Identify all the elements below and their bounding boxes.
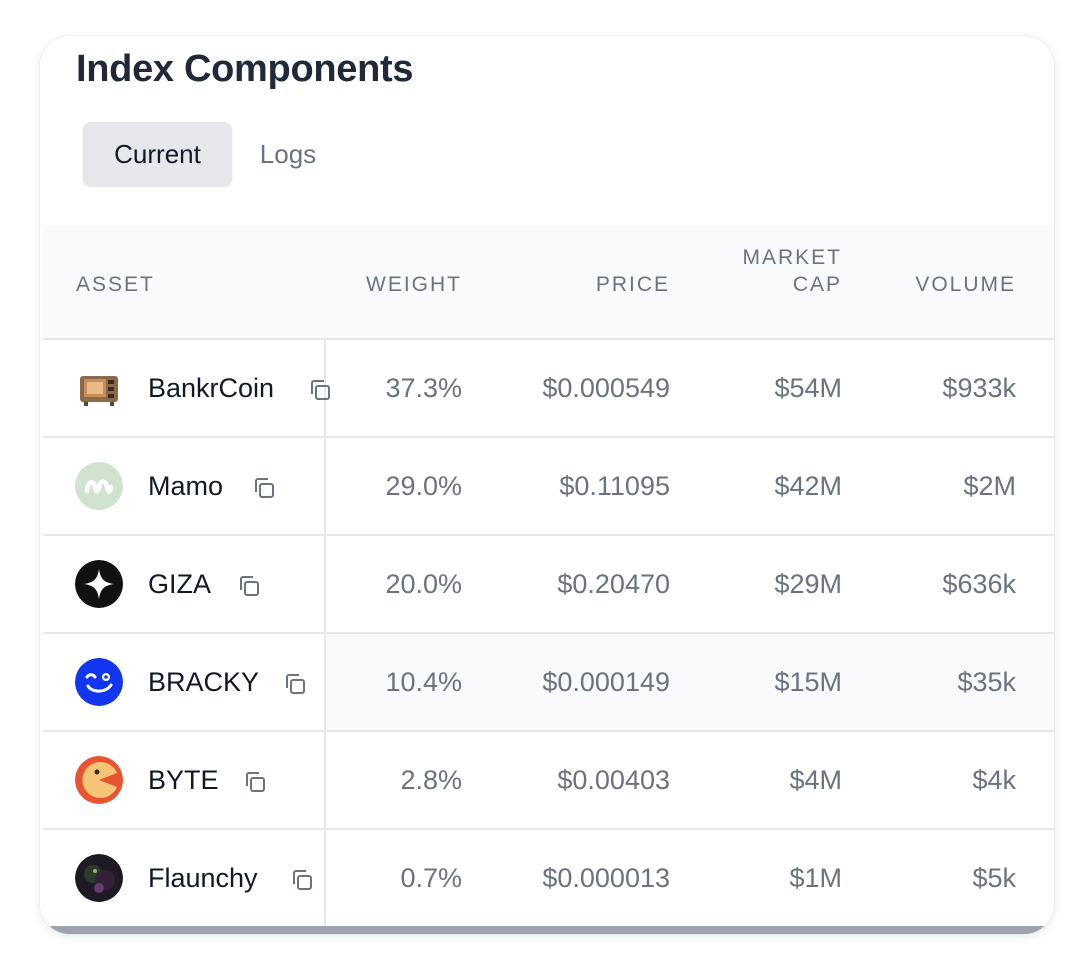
flaunchy-icon <box>75 854 123 902</box>
price-value: $0.11095 <box>559 471 670 501</box>
column-header-market-cap[interactable]: MARKET CAP <box>742 244 842 298</box>
market-cap-value: $4M <box>789 765 842 795</box>
asset-cell: Flaunchy <box>43 830 326 926</box>
tab-current[interactable]: Current <box>83 122 232 186</box>
table-row[interactable]: BRACKY 10.4% $0.000149 $15M $35k <box>43 634 1054 732</box>
column-header-asset[interactable]: ASSET <box>76 273 155 296</box>
column-header-market-cap-line2: CAP <box>792 273 842 296</box>
weight-value: 2.8% <box>400 765 462 795</box>
table-header: ASSET WEIGHT PRICE MARKET CAP VOLUME <box>43 226 1054 340</box>
weight-value: 20.0% <box>385 569 462 599</box>
price-value: $0.000549 <box>542 373 670 403</box>
price-value: $0.00403 <box>557 765 670 795</box>
asset-cell: BRACKY <box>43 634 326 730</box>
tab-bar: Current Logs <box>83 122 344 186</box>
table-row[interactable]: BYTE 2.8% $0.00403 $4M $4k <box>43 732 1054 830</box>
volume-value: $2M <box>963 471 1016 501</box>
table-row[interactable]: BankrCoin 37.3% $0.000549 $54M $933k <box>43 340 1054 438</box>
table-row[interactable]: GIZA 20.0% $0.20470 $29M $636k <box>43 536 1054 634</box>
asset-cell: BYTE <box>43 732 326 828</box>
byte-icon <box>75 756 123 804</box>
asset-name: Flaunchy <box>148 863 258 893</box>
weight-value: 0.7% <box>400 863 462 893</box>
weight-value: 29.0% <box>385 471 462 501</box>
price-value: $0.000013 <box>542 863 670 893</box>
column-header-price[interactable]: PRICE <box>595 273 670 296</box>
tab-logs[interactable]: Logs <box>259 138 317 169</box>
page-title: Index Components <box>76 48 414 90</box>
bankrcoin-icon <box>75 364 123 412</box>
copy-icon[interactable] <box>283 672 307 696</box>
asset-name: BankrCoin <box>148 373 275 403</box>
market-cap-value: $42M <box>774 471 842 501</box>
price-value: $0.000149 <box>542 667 670 697</box>
asset-name: Mamo <box>148 471 224 501</box>
bracky-icon <box>75 658 123 706</box>
asset-name: BYTE <box>148 765 219 795</box>
column-header-market-cap-line1: MARKET <box>742 246 842 269</box>
market-cap-value: $54M <box>774 373 842 403</box>
index-components-card: Index Components Current Logs ASSET WEIG… <box>40 36 1054 934</box>
market-cap-value: $15M <box>774 667 842 697</box>
market-cap-value: $29M <box>774 569 842 599</box>
table-row[interactable]: Flaunchy 0.7% $0.000013 $1M $5k <box>43 830 1054 928</box>
asset-cell: Mamo <box>43 438 326 534</box>
table-row[interactable]: Mamo 29.0% $0.11095 $42M $2M <box>43 438 1054 536</box>
copy-icon[interactable] <box>252 476 276 500</box>
volume-value: $5k <box>972 863 1016 893</box>
volume-value: $4k <box>972 765 1016 795</box>
asset-cell: BankrCoin <box>43 340 330 436</box>
copy-icon[interactable] <box>243 770 267 794</box>
weight-value: 10.4% <box>385 667 462 697</box>
asset-name: GIZA <box>148 569 212 599</box>
volume-value: $35k <box>957 667 1016 697</box>
column-header-weight[interactable]: WEIGHT <box>366 273 462 296</box>
column-header-volume[interactable]: VOLUME <box>915 273 1016 296</box>
asset-name: BRACKY <box>148 667 260 697</box>
copy-icon[interactable] <box>290 868 314 892</box>
market-cap-value: $1M <box>789 863 842 893</box>
giza-icon <box>75 560 123 608</box>
mamo-icon <box>75 462 123 510</box>
copy-icon[interactable] <box>308 378 332 402</box>
volume-value: $933k <box>942 373 1016 403</box>
asset-cell: GIZA <box>43 536 326 632</box>
copy-icon[interactable] <box>237 574 261 598</box>
weight-value: 37.3% <box>385 373 462 403</box>
volume-value: $636k <box>942 569 1016 599</box>
price-value: $0.20470 <box>557 569 670 599</box>
